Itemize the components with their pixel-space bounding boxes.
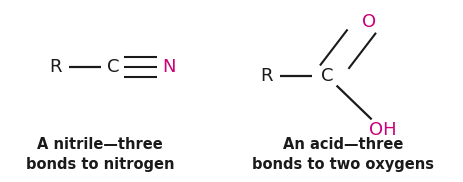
Text: R: R [260,68,272,85]
Text: OH: OH [368,121,396,139]
Text: N: N [162,58,176,76]
Text: R: R [50,58,62,76]
Text: O: O [361,13,375,31]
Text: A nitrile—three
bonds to nitrogen: A nitrile—three bonds to nitrogen [25,137,174,172]
Text: C: C [320,68,332,85]
Text: An acid—three
bonds to two oxygens: An acid—three bonds to two oxygens [252,137,433,172]
Text: C: C [107,58,119,76]
